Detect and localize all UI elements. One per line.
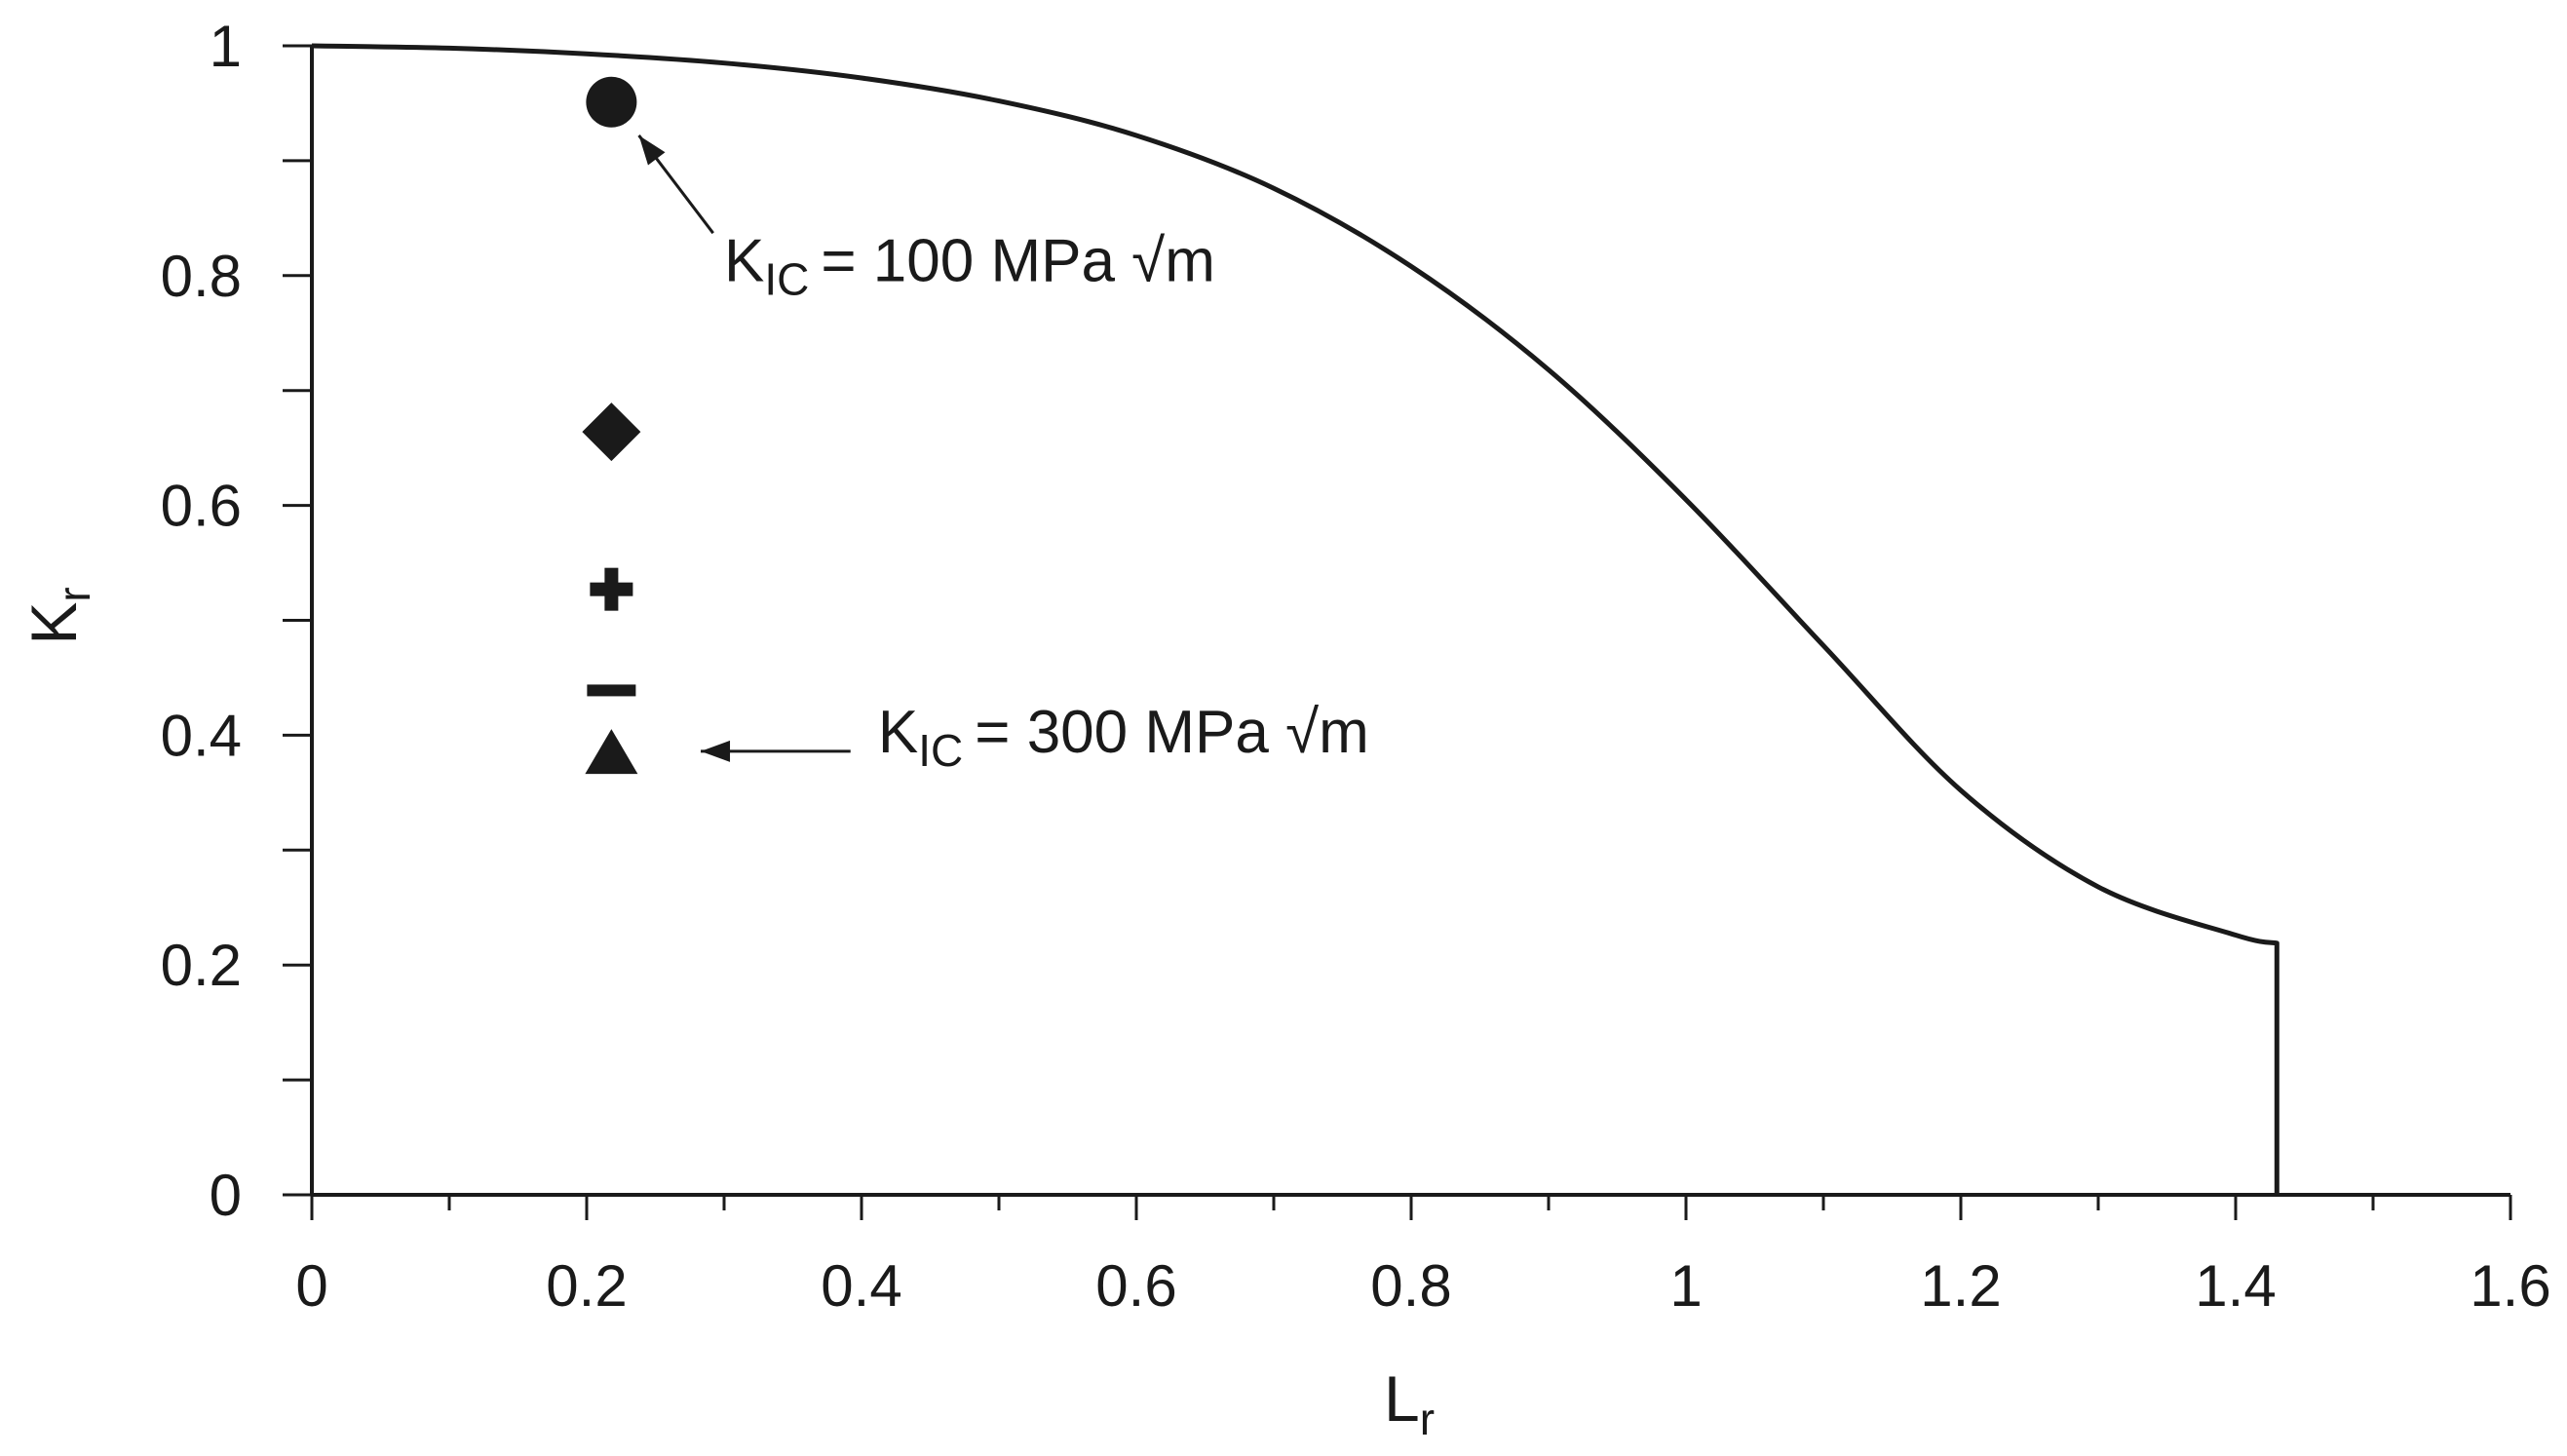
- x-tick-label: 0.6: [1095, 1253, 1176, 1319]
- y-tick-label: 0.4: [161, 703, 242, 768]
- x-tick-label: 1.2: [1920, 1253, 2001, 1319]
- x-tick-label: 0.2: [546, 1253, 627, 1319]
- annotation-kic-300-value: = 300 MPa √m: [975, 699, 1368, 766]
- x-axis-title: Lr: [1384, 1362, 1435, 1444]
- annotation-kic-100-label: KIC = 100 MPa √m: [724, 228, 1215, 305]
- annotation-kic-300-k: K: [878, 699, 918, 766]
- x-tick-label: 1.6: [2470, 1253, 2550, 1319]
- axes: 0 0.2 0.4 0.6 0.8 1 1.2 1.4 1.6 0 0.2 0.4 0.6 0.8 1: [161, 14, 2551, 1319]
- point-plus-v: [604, 567, 619, 611]
- y-tick-label: 0.2: [161, 933, 242, 998]
- point-triangle: [585, 729, 638, 775]
- point-circle: [586, 76, 637, 128]
- y-axis-title-sub: r: [49, 587, 99, 601]
- x-axis-title-sub: r: [1420, 1394, 1435, 1444]
- series-line-failure-assessment-curve: [311, 43, 2280, 1195]
- annotation-kic-100-value: = 100 MPa √m: [821, 228, 1214, 295]
- point-plus: [590, 567, 633, 611]
- annotation-kic-100-arrow: [637, 134, 714, 235]
- annotation-kic-300-arrow: [701, 740, 851, 762]
- data-markers: [582, 76, 641, 775]
- y-tick-label: 1: [210, 14, 242, 79]
- annotation-kic-300-arrow-head: [701, 740, 731, 762]
- plot-lines: [311, 43, 2280, 1195]
- x-tick-label: 1: [1669, 1253, 1702, 1319]
- point-diamond: [582, 402, 641, 462]
- x-axis-title-base: L: [1384, 1362, 1420, 1435]
- y-tick-label: 0.6: [161, 474, 242, 539]
- annotation-kic-100-subscript: IC: [764, 254, 809, 305]
- y-tick-label: 0: [210, 1163, 242, 1228]
- y-axis-title-base: K: [18, 602, 90, 645]
- x-tick-label: 0: [295, 1253, 327, 1319]
- x-tick-label: 0.8: [1370, 1253, 1451, 1319]
- x-tick-label: 1.4: [2195, 1253, 2276, 1319]
- annotation-kic-100-arrow-head: [638, 134, 666, 166]
- annotation-kic-100-k: K: [724, 228, 764, 295]
- annotation-kic-300-subscript: IC: [918, 725, 963, 776]
- x-tick-label: 0.4: [821, 1253, 901, 1319]
- y-tick-label: 0.8: [161, 244, 242, 309]
- annotation-kic-300-label: KIC = 300 MPa √m: [878, 699, 1369, 776]
- y-axis-title: Kr: [18, 587, 99, 644]
- point-dash: [587, 684, 636, 697]
